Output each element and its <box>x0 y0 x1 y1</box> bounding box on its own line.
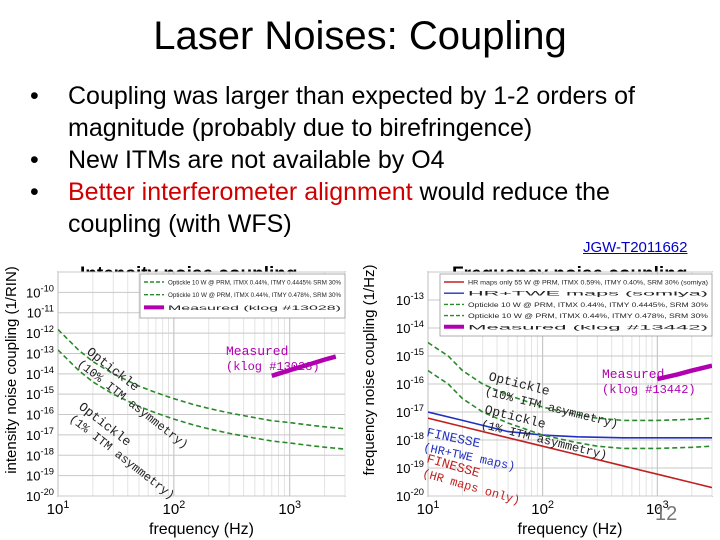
series-line <box>58 349 345 450</box>
y-tick-label: 10-16 <box>26 406 54 423</box>
y-tick-label: 10-13 <box>396 291 424 308</box>
x-tick-label: 101 <box>47 499 70 518</box>
legend-label: HR+TWE maps (somiya) <box>468 291 708 298</box>
annotation-sublabel: (klog #13442) <box>602 383 696 397</box>
y-tick-label: 10-15 <box>26 385 54 402</box>
y-tick-label: 10-17 <box>26 426 54 443</box>
x-axis-label: frequency (Hz) <box>149 521 254 538</box>
y-tick-label: 10-12 <box>26 324 54 341</box>
legend-label: Optickle 10 W @ PRM, ITMX 0.44%, ITMY 0.… <box>468 313 708 320</box>
y-tick-label: 10-11 <box>27 304 54 321</box>
series-line <box>656 363 712 382</box>
series-line <box>428 369 712 450</box>
y-tick-label: 10-10 <box>26 283 54 300</box>
series-line <box>271 354 337 378</box>
annotation-label: Measured <box>226 344 288 359</box>
legend-box <box>439 273 713 337</box>
legend-box <box>139 273 346 319</box>
y-tick-label: 10-13 <box>26 344 54 361</box>
chart-annotation: Measured(klog #13442) <box>602 367 696 397</box>
bullet-item: Better interferometer alignment would re… <box>26 176 706 240</box>
annotation-label: Measured <box>602 367 664 382</box>
y-axis-label: frequency noise coupling (1/Hz) <box>361 265 378 476</box>
series-line <box>428 411 712 439</box>
legend-label: Optickle 10 W @ PRM, ITMX 0.44%, ITMY 0.… <box>168 280 341 287</box>
legend-label: Optickle 10 W @ PRM, ITMX 0.44%, ITMY 0.… <box>468 302 708 309</box>
bullet-item: Coupling was larger than expected by 1-2… <box>26 80 706 144</box>
y-tick-label: 10-16 <box>396 375 424 392</box>
legend-label: Measured (klog #13028) <box>168 305 341 312</box>
y-tick-label: 10-19 <box>26 467 54 484</box>
y-tick-label: 10-17 <box>396 403 424 420</box>
series-line <box>428 417 712 489</box>
series-line <box>428 341 712 422</box>
x-tick-label: 101 <box>417 499 440 518</box>
x-axis-label: frequency (Hz) <box>518 521 623 538</box>
chart-area: 10-10 10-11 10-12 10-13 10-14 10-15 10-16 10-17… <box>3 265 713 538</box>
y-tick-label: 10-20 <box>26 487 54 504</box>
y-tick-label: 10-14 <box>26 365 54 382</box>
y-tick-label: 10-19 <box>396 459 424 476</box>
legend-label: Optickle 10 W @ PRM, ITMX 0.44%, ITMY 0.… <box>168 292 341 299</box>
y-axis-label: intensity noise coupling (1/RIN) <box>3 266 20 474</box>
y-tick-label: 10-15 <box>396 347 424 364</box>
x-tick-label: 103 <box>278 499 301 518</box>
page-number: 12 <box>655 503 678 525</box>
x-tick-label: 102 <box>531 499 554 518</box>
highlight-text: Better interferometer alignment <box>68 178 413 206</box>
y-tick-label: 10-20 <box>396 487 424 504</box>
y-tick-label: 10-18 <box>396 431 424 448</box>
slide-title: Laser Noises: Coupling <box>153 14 567 58</box>
chart-annotation: Measured(klog #13028) <box>226 344 320 374</box>
bullet-item: New ITMs are not available by O4 <box>26 144 706 176</box>
legend-label: HR maps only 55 W @ PRM, ITMX 0.59%, ITM… <box>468 280 708 287</box>
x-tick-label: 102 <box>163 499 186 518</box>
bullet-list: Coupling was larger than expected by 1-2… <box>26 80 706 240</box>
series-line <box>58 328 345 430</box>
annotation-sublabel: (klog #13028) <box>226 360 320 374</box>
reference-link[interactable]: JGW-T2011662 <box>583 239 688 256</box>
y-tick-label: 10-14 <box>396 319 424 336</box>
x-tick-label: 103 <box>646 499 669 518</box>
legend-label: Measured (klog #13442) <box>468 324 708 331</box>
bullet-text: would reduce the coupling (with WFS) <box>68 178 610 238</box>
y-tick-label: 10-18 <box>26 446 54 463</box>
